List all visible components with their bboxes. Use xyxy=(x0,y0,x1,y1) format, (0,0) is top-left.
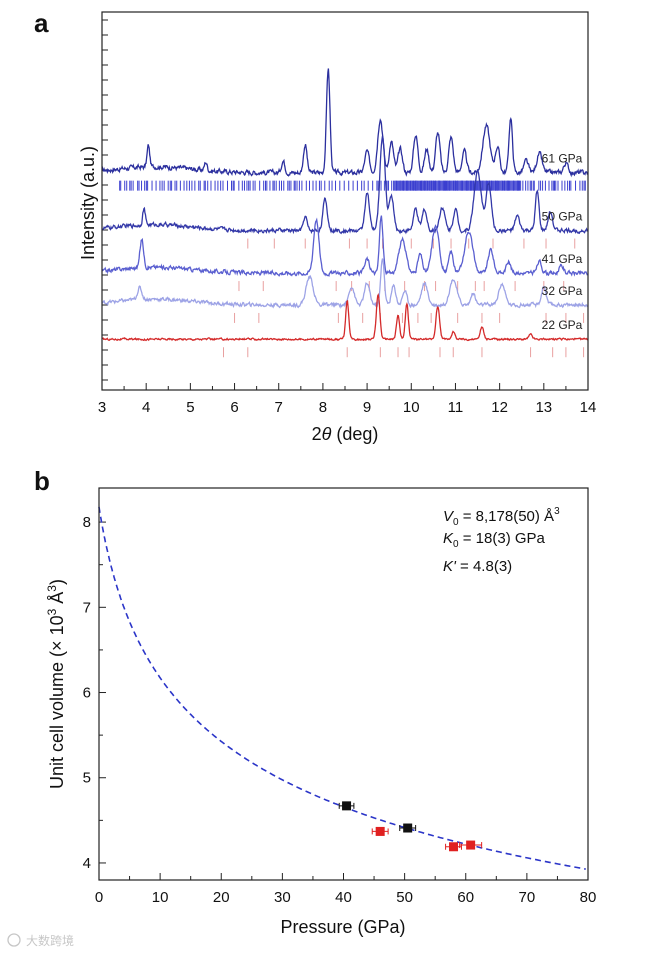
a-x-tick-label: 8 xyxy=(319,399,327,416)
pressure-label-22-gpa: 22 GPa xyxy=(542,318,583,332)
b-x-tick-label: 80 xyxy=(580,889,597,906)
panel-b-eos-fit xyxy=(98,506,586,870)
b-x-tick-label: 20 xyxy=(213,889,230,906)
panel-a-left-ticks xyxy=(102,19,108,381)
b-x-tick-label: 40 xyxy=(335,889,352,906)
ylabel-unit: Å xyxy=(47,592,67,609)
panel-a-patterns xyxy=(101,68,589,342)
ylabel-sup1: 3 xyxy=(45,608,59,615)
a-x-tick-label: 6 xyxy=(230,399,238,416)
xlabel-theta: θ xyxy=(322,424,332,444)
k0-symbol: K xyxy=(443,530,454,547)
v0-sub: 0 xyxy=(453,517,459,528)
panel-a-xlabel: 2θ (deg) xyxy=(312,424,379,444)
panel-a-ylabel: Intensity (a.u.) xyxy=(78,146,98,260)
watermark-logo-icon xyxy=(7,933,21,947)
k0-annotation: K0 = 18(3) GPa xyxy=(443,530,546,550)
a-x-tick-label: 13 xyxy=(535,399,552,416)
v0-annotation: V0 = 8,178(50) Å3 xyxy=(443,506,560,528)
kp-value: = 4.8(3) xyxy=(456,558,512,575)
panel-b-ylabel: Unit cell volume (× 103 Å3) xyxy=(45,579,67,789)
b-y-tick-label: 8 xyxy=(83,514,91,531)
b-y-tick-label: 7 xyxy=(83,599,91,616)
a-x-tick-label: 7 xyxy=(275,399,283,416)
panel-a-label: a xyxy=(34,8,49,38)
xlabel-deg: (deg) xyxy=(331,424,378,444)
xrd-pattern-22-gpa xyxy=(101,293,588,342)
b-x-tick-label: 10 xyxy=(152,889,169,906)
b-y-tick-label: 5 xyxy=(83,770,91,787)
eos-fit-curve xyxy=(98,506,586,870)
watermark-text: 大数跨境 xyxy=(26,933,74,948)
b-x-tick-label: 30 xyxy=(274,889,291,906)
ylabel-close: ) xyxy=(47,579,67,585)
k0-value: = 18(3) GPa xyxy=(459,530,546,547)
panel-b-y-ticks: 4 5 6 7 8 xyxy=(83,514,106,872)
data-point xyxy=(449,842,459,852)
a-x-tick-label: 5 xyxy=(186,399,194,416)
ylabel-main: Unit cell volume (× 10 xyxy=(47,615,67,789)
b-x-tick-label: 0 xyxy=(95,889,103,906)
a-x-tick-label: 14 xyxy=(580,399,597,416)
b-x-tick-label: 50 xyxy=(396,889,413,906)
b-y-tick-label: 4 xyxy=(83,855,91,872)
a-x-tick-label: 10 xyxy=(403,399,420,416)
a-x-tick-label: 12 xyxy=(491,399,508,416)
data-point xyxy=(466,840,476,850)
panel-a-x-ticks: 3 4 5 6 7 8 9 10 11 12 13 14 xyxy=(98,383,597,416)
b-x-tick-label: 60 xyxy=(457,889,474,906)
xrd-pattern-32-gpa xyxy=(101,258,589,309)
kp-annotation: K' = 4.8(3) xyxy=(443,558,512,575)
b-y-tick-label: 6 xyxy=(83,685,91,702)
panel-a-xrd-chart: 3 4 5 6 7 8 9 10 11 12 13 14 61 GPa 50 GPa 41 GPa 32 G… xyxy=(98,11,597,416)
v0-symbol: V xyxy=(443,508,455,525)
panel-a-reference-ticks xyxy=(119,180,586,358)
a-x-tick-label: 11 xyxy=(448,399,464,416)
a-x-tick-label: 4 xyxy=(142,399,150,416)
watermark: 大数跨境 xyxy=(7,933,74,948)
xrd-pattern-41-gpa xyxy=(101,215,589,277)
k0-sub: 0 xyxy=(453,539,459,550)
a-x-tick-label: 3 xyxy=(98,399,106,416)
panel-b-label: b xyxy=(34,466,50,496)
data-point xyxy=(342,801,352,811)
panel-b-data-points xyxy=(338,801,483,852)
panel-b-x-ticks: 0 10 20 30 40 50 60 70 80 xyxy=(95,873,597,906)
pressure-label-32-gpa: 32 GPa xyxy=(542,284,583,298)
pressure-label-50-gpa: 50 GPa xyxy=(542,210,583,224)
xrd-pattern-50-gpa xyxy=(101,135,589,235)
panel-a-plot-frame xyxy=(101,11,589,391)
xrd-pattern-61-gpa xyxy=(101,68,589,178)
a-x-tick-label: 9 xyxy=(363,399,371,416)
ylabel-sup2: 3 xyxy=(45,585,59,592)
panel-b-plot-frame xyxy=(98,487,589,881)
data-point xyxy=(375,826,385,836)
data-point xyxy=(403,823,413,833)
panel-a-pressure-labels: 61 GPa 50 GPa 41 GPa 32 GPa 22 GPa xyxy=(542,152,583,333)
xlabel-two: 2 xyxy=(312,424,322,444)
b-x-tick-label: 70 xyxy=(519,889,536,906)
kp-symbol: K' xyxy=(443,558,457,575)
pressure-label-61-gpa: 61 GPa xyxy=(542,152,583,166)
pressure-label-41-gpa: 41 GPa xyxy=(542,252,583,266)
v0-value: = 8,178(50) Å xyxy=(459,508,554,525)
v0-sup: 3 xyxy=(554,506,560,517)
panel-b-xlabel: Pressure (GPa) xyxy=(280,917,405,937)
